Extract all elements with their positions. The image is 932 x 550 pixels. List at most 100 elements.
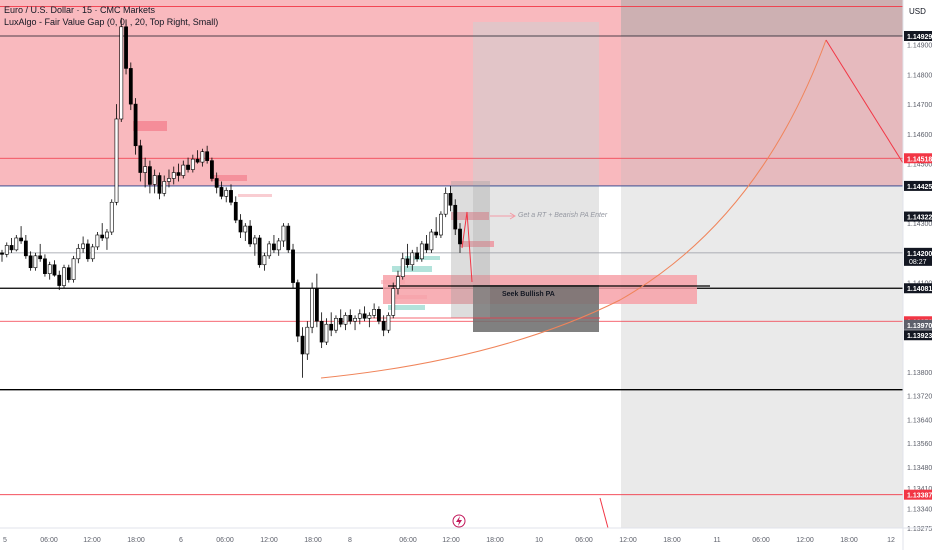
candle <box>200 148 205 167</box>
candle <box>338 309 343 328</box>
candle-body <box>372 309 377 316</box>
candle-body <box>14 237 19 251</box>
candle <box>76 243 81 264</box>
currency-label: USD <box>909 7 926 16</box>
candle-body <box>252 237 257 245</box>
candle <box>238 214 243 238</box>
candle <box>319 312 324 349</box>
candle-body <box>233 201 238 221</box>
candle-body <box>448 193 453 206</box>
candle-body <box>310 288 315 328</box>
candle <box>453 199 458 235</box>
price-label-bg-8 <box>904 330 932 341</box>
candle <box>124 19 128 75</box>
candle-body <box>238 219 243 233</box>
candle <box>190 154 195 173</box>
candle <box>391 282 396 319</box>
candle-body <box>195 158 200 163</box>
candle <box>0 249 4 262</box>
candle-body <box>205 151 210 161</box>
candle <box>138 139 143 182</box>
candle <box>210 157 214 182</box>
seek-box <box>473 285 599 332</box>
price-tick-10: 1.13560 <box>907 441 932 448</box>
lightning-icon <box>452 514 466 528</box>
candle <box>410 249 415 271</box>
candle <box>424 234 429 253</box>
candle-body <box>147 166 152 185</box>
price-label-1: 1.14518 <box>907 156 932 163</box>
candle <box>219 181 224 200</box>
candle-body <box>124 26 128 69</box>
price-tick-7: 1.13800 <box>907 370 932 377</box>
candle <box>372 303 377 319</box>
time-tick-7: 18:00 <box>304 537 322 544</box>
candle <box>90 243 95 262</box>
time-tick-4: 6 <box>179 537 183 544</box>
candle-body <box>300 335 305 355</box>
candle-body <box>128 68 133 105</box>
price-label-bg-7 <box>904 319 932 330</box>
symbol-title[interactable]: Euro / U.S. Dollar · 15 · CMC Markets <box>4 5 156 15</box>
candle-body <box>71 258 76 280</box>
candle <box>38 243 43 262</box>
candle-body <box>314 288 319 322</box>
candle-body <box>152 175 157 185</box>
candle <box>57 270 62 291</box>
price-tick-4: 1.14500 <box>907 162 932 169</box>
note-rt-enter: Get a RT + Bearish PA Enter <box>518 212 608 219</box>
price-tick-0: 1.14900 <box>907 43 932 50</box>
time-tick-9: 06:00 <box>399 537 417 544</box>
price-label-0: 1.14929 <box>907 34 932 41</box>
candle <box>162 175 167 197</box>
time-tick-11: 18:00 <box>486 537 504 544</box>
candle-body <box>434 231 439 236</box>
candle <box>434 217 439 238</box>
price-tick-11: 1.13480 <box>907 465 932 472</box>
candle-body <box>57 274 62 286</box>
fvg-box-0 <box>133 121 167 131</box>
candle-body <box>95 234 100 248</box>
time-tick-5: 06:00 <box>216 537 234 544</box>
candle-body <box>272 243 276 251</box>
price-tick-13: 1.13340 <box>907 507 932 514</box>
price-label-sub-4: 08:27 <box>909 259 927 266</box>
candle-body <box>276 240 281 251</box>
candle <box>281 223 286 247</box>
candle <box>167 169 171 188</box>
candle <box>367 312 372 328</box>
price-label-bg-0 <box>904 30 932 41</box>
supply-zone <box>0 0 903 186</box>
candle <box>14 234 19 252</box>
candle <box>28 251 33 271</box>
candle <box>386 312 391 334</box>
time-tick-0: 5 <box>3 537 7 544</box>
projection-drop <box>825 39 904 164</box>
candle <box>52 260 57 277</box>
price-label-bg-2 <box>904 180 932 191</box>
future-shade <box>621 0 903 528</box>
candle-body <box>248 225 252 245</box>
candle <box>314 273 319 328</box>
candle-body <box>33 255 38 269</box>
price-tick-14: 1.13275 <box>907 526 932 533</box>
note-seek-bullish: Seek Bullish PA <box>502 291 555 298</box>
time-tick-19: 18:00 <box>840 537 858 544</box>
candle <box>248 220 252 247</box>
candle-body <box>357 313 362 319</box>
candle <box>324 318 329 346</box>
candle <box>81 236 86 253</box>
indicator-title[interactable]: LuxAlgo - Fair Value Gap (0, 0, , 20, To… <box>4 17 219 27</box>
candle-body <box>200 151 205 163</box>
candle-body <box>305 326 310 355</box>
candle-body <box>133 103 138 147</box>
time-tick-16: 11 <box>713 537 720 544</box>
candle-body <box>453 204 458 230</box>
time-tick-13: 06:00 <box>575 537 593 544</box>
candle <box>415 246 419 262</box>
candle-body <box>257 237 262 266</box>
time-tick-15: 18:00 <box>663 537 681 544</box>
price-label-bg-1 <box>904 153 932 164</box>
